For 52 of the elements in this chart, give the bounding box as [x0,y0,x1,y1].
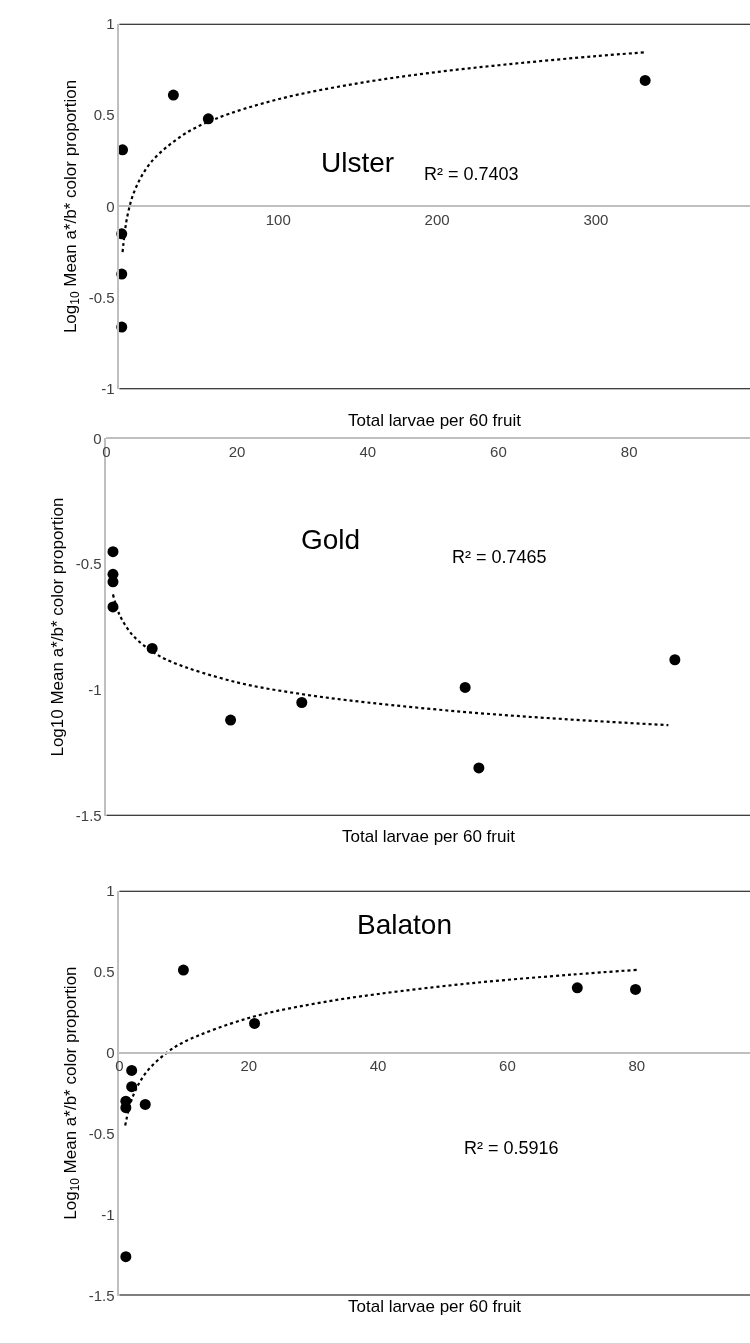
x-tick-label: 100 [265,211,291,229]
point [571,982,583,994]
x-tick-label: 80 [620,443,638,461]
x-axis-title: Total larvae per 60 fruit [342,827,516,846]
y-tick-label: -1 [101,380,115,398]
x-tick-label: 300 [583,211,609,229]
point [126,1064,138,1076]
y-tick-label: -1 [88,681,102,699]
x-tick-label: 200 [424,211,450,229]
x-axis-title: Total larvae per 60 fruit [348,411,522,430]
annotation: R² = 0.5916 [464,1138,559,1158]
y-axis-title: Log10 Mean a*/b* color proportion [47,497,67,757]
y-tick-label: -0.5 [75,555,102,573]
point [630,983,642,995]
point [120,1251,132,1263]
point [177,964,189,976]
y-tick-label: 0 [106,1043,115,1061]
y-tick-label: -0.5 [88,1124,115,1142]
point [225,714,237,726]
point [296,697,308,709]
point [139,1098,151,1110]
y-tick-label: -1.5 [75,806,102,824]
annotation: Ulster [321,147,395,178]
x-tick-label: 60 [490,443,507,461]
annotation: R² = 0.7403 [424,164,519,184]
point [126,1081,138,1093]
x-tick-label: 20 [240,1057,258,1075]
y-tick-label: 0 [93,429,102,447]
annotation: R² = 0.7465 [452,547,547,567]
x-tick-label: 60 [499,1057,516,1075]
annotation: Gold [301,524,361,555]
x-tick-label: 80 [628,1057,646,1075]
x-tick-label: 40 [369,1057,387,1075]
point [459,681,471,693]
y-tick-label: 0.5 [93,962,115,980]
y-tick-label: 1 [106,881,115,899]
point [167,89,179,101]
point [639,74,651,86]
y-tick-label: -1.5 [88,1286,115,1304]
y-tick-label: 1 [106,15,115,33]
x-axis-title: Total larvae per 60 fruit [348,1297,522,1316]
x-tick-label: 40 [359,443,377,461]
x-tick-label: 20 [228,443,246,461]
y-tick-label: 0 [106,197,115,215]
y-tick-label: -1 [101,1205,115,1223]
y-tick-label: 0.5 [93,106,115,124]
point [669,654,681,666]
annotation: Balaton [357,909,452,940]
point [473,762,485,774]
point [107,546,119,558]
point [249,1017,261,1029]
y-tick-label: -0.5 [88,289,115,307]
